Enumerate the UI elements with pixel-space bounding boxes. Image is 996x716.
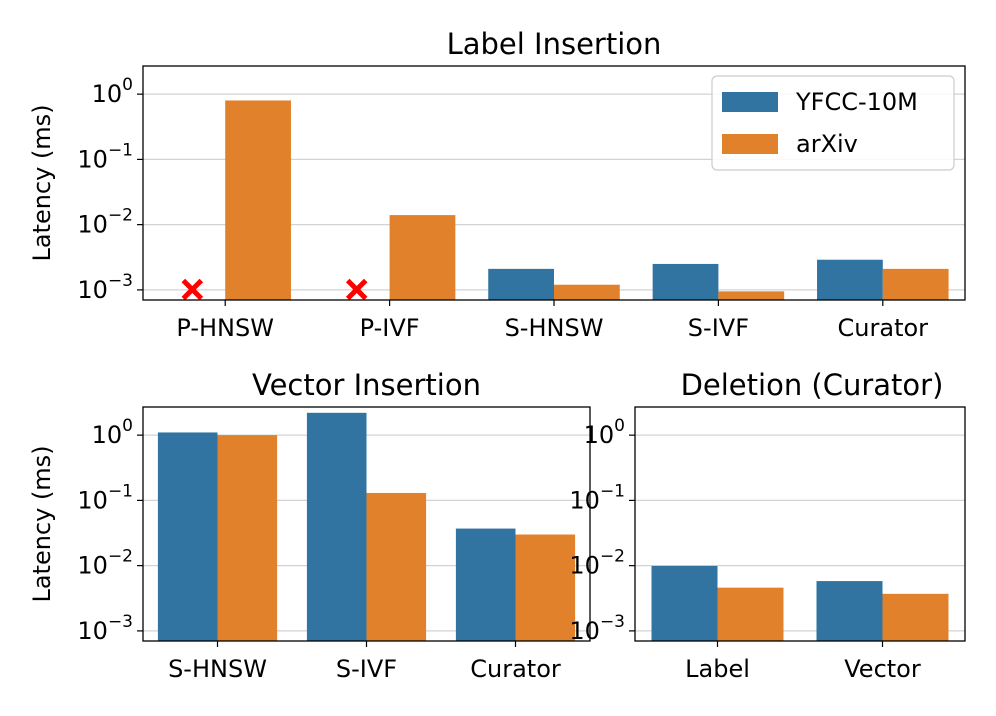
bar-arxiv-s-hnsw bbox=[217, 435, 278, 641]
bar-yfcc-curator bbox=[817, 259, 883, 300]
bar-yfcc-s-ivf bbox=[652, 263, 719, 300]
panel-3: Label Vector 10−3 10−2 10−1 100 Deletion (Cura… bbox=[569, 368, 966, 683]
bar-yfcc-s-ivf bbox=[306, 412, 367, 641]
missing-marker-x bbox=[181, 278, 204, 301]
chart-title: Label Insertion bbox=[447, 27, 662, 61]
bar-yfcc-curator bbox=[455, 528, 516, 641]
panel-2: S-HNSW S-IVF Curator 10−3 10−2 10−1 100 Vector … bbox=[28, 368, 591, 683]
x-tick-label: S-HNSW bbox=[505, 314, 604, 342]
chart-title: Vector Insertion bbox=[252, 368, 481, 402]
x-tick-label: Label bbox=[685, 655, 750, 683]
y-tick-label: 10−1 bbox=[569, 481, 625, 514]
y-tick-label: 100 bbox=[92, 416, 133, 449]
axes-frame bbox=[634, 406, 966, 642]
bar-arxiv-vector bbox=[882, 593, 949, 641]
legend-label: arXiv bbox=[796, 130, 858, 158]
x-tick-label: P-HNSW bbox=[176, 314, 274, 342]
bar-arxiv-label bbox=[717, 587, 784, 641]
x-tick-label: Curator bbox=[470, 655, 561, 683]
axes-frame bbox=[142, 65, 966, 301]
bar-yfcc-label bbox=[651, 565, 718, 641]
legend-swatch bbox=[722, 92, 778, 112]
bar-arxiv-s-ivf bbox=[718, 291, 785, 300]
y-axis-label: Latency (ms) bbox=[28, 445, 56, 602]
x-tick-label: Vector bbox=[844, 655, 921, 683]
axes-frame bbox=[142, 406, 591, 642]
y-tick-label: 10−2 bbox=[77, 547, 133, 580]
legend: YFCC-10M arXiv bbox=[711, 75, 955, 171]
x-tick-label: S-IVF bbox=[688, 314, 749, 342]
x-tick-label: Curator bbox=[838, 314, 929, 342]
bar-arxiv-s-ivf bbox=[366, 492, 427, 641]
x-tick-label: P-IVF bbox=[360, 314, 420, 342]
bar-arxiv-p-hnsw bbox=[225, 100, 291, 300]
bar-arxiv-s-hnsw bbox=[554, 284, 620, 300]
y-tick-label: 10−3 bbox=[77, 612, 133, 645]
bar-arxiv-curator bbox=[882, 268, 949, 300]
panel-1: P-HNSW P-IVF S-HNSW S-IVF Curator 10−3 10−2 10−… bbox=[28, 27, 966, 342]
y-tick-label: 100 bbox=[584, 416, 625, 449]
chart-title: Deletion (Curator) bbox=[681, 368, 944, 402]
bar-yfcc-s-hnsw bbox=[488, 268, 554, 300]
y-tick-label: 10−1 bbox=[77, 140, 133, 173]
missing-marker-x bbox=[345, 278, 368, 301]
y-tick-label: 10−2 bbox=[77, 206, 133, 239]
bar-arxiv-p-ivf bbox=[389, 215, 456, 300]
y-axis-label: Latency (ms) bbox=[28, 104, 56, 261]
bar-arxiv-curator bbox=[515, 534, 576, 641]
y-tick-label: 10−1 bbox=[77, 481, 133, 514]
y-tick-label: 10−2 bbox=[569, 547, 625, 580]
y-tick-label: 100 bbox=[92, 75, 133, 108]
x-tick-label: S-HNSW bbox=[168, 655, 267, 683]
bar-yfcc-vector bbox=[816, 581, 883, 641]
x-tick-label: S-IVF bbox=[336, 655, 397, 683]
y-tick-label: 10−3 bbox=[77, 271, 133, 304]
legend-label: YFCC-10M bbox=[795, 88, 918, 116]
bar-yfcc-s-hnsw bbox=[157, 432, 218, 641]
y-tick-label: 10−3 bbox=[569, 612, 625, 645]
legend-swatch bbox=[722, 134, 778, 154]
